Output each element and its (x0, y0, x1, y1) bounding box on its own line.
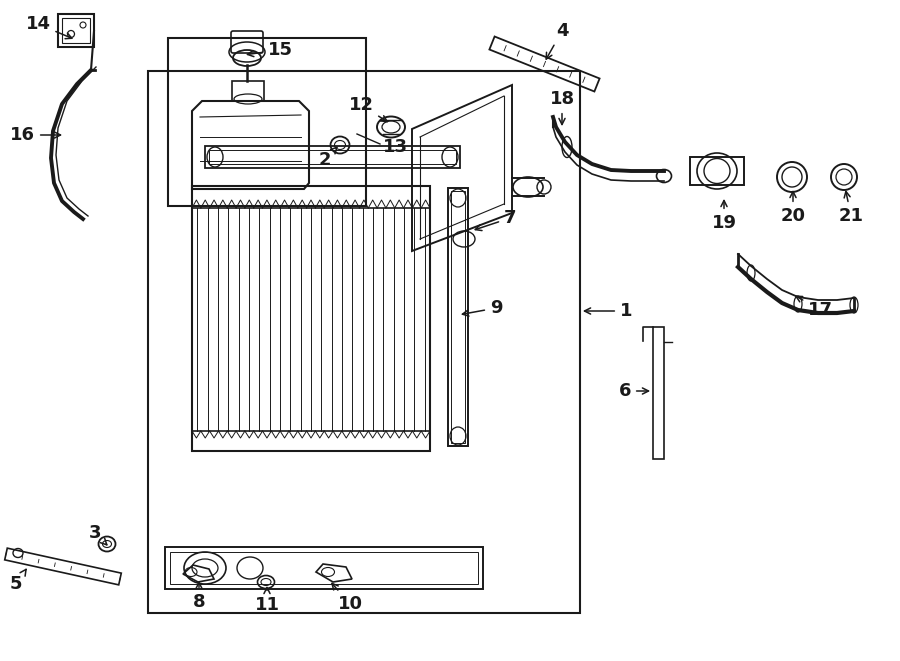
Text: 17: 17 (796, 296, 833, 319)
Text: 9: 9 (463, 299, 502, 317)
Text: 3: 3 (89, 524, 107, 545)
Text: 14: 14 (25, 15, 72, 39)
Bar (448, 188, 468, 446)
Text: 7: 7 (475, 209, 517, 231)
Text: 15: 15 (248, 41, 293, 59)
Bar (232, 81, 264, 101)
Bar (192, 186, 430, 208)
Text: 13: 13 (383, 138, 408, 156)
Bar (148, 71, 580, 613)
Text: 11: 11 (255, 588, 280, 614)
Bar (451, 191, 465, 443)
Text: 6: 6 (618, 382, 649, 400)
Text: 1: 1 (584, 302, 633, 320)
Bar (58, 14, 94, 47)
Text: 18: 18 (549, 90, 574, 124)
Bar (192, 186, 430, 451)
Text: 21: 21 (839, 192, 863, 225)
Bar (192, 431, 430, 451)
Bar (205, 146, 460, 168)
Bar (209, 150, 456, 164)
Text: 4: 4 (546, 22, 568, 59)
Text: 20: 20 (780, 192, 806, 225)
Bar (170, 552, 478, 584)
Bar (165, 547, 483, 589)
Text: 19: 19 (712, 200, 736, 232)
Text: 8: 8 (193, 582, 205, 611)
Text: 2: 2 (319, 147, 337, 169)
Bar (62, 18, 90, 43)
Text: 12: 12 (348, 96, 387, 122)
Bar (168, 38, 366, 206)
Text: 5: 5 (10, 569, 26, 593)
Bar (653, 327, 664, 459)
Text: 10: 10 (332, 584, 363, 613)
Text: 16: 16 (10, 126, 60, 144)
Bar (690, 157, 744, 185)
